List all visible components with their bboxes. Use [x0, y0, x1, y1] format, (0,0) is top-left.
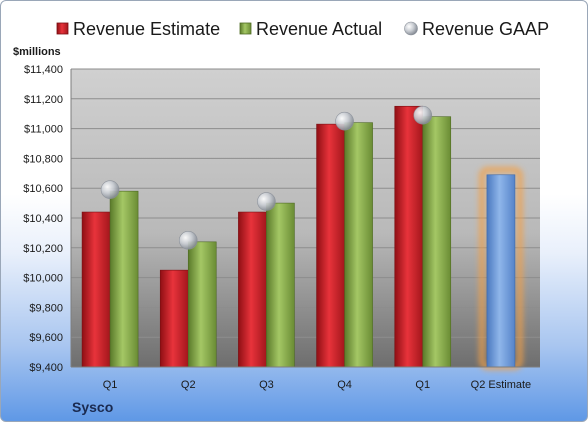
bar-revenue-actual[interactable] — [422, 116, 452, 368]
bar-revenue-forecast[interactable] — [486, 174, 516, 368]
x-tick-label: Q1 — [103, 379, 118, 391]
y-tick-label: $11,200 — [24, 94, 63, 106]
y-tick-label: $10,000 — [23, 273, 63, 285]
legend-item-estimate[interactable]: Revenue Estimate — [56, 19, 220, 39]
y-tick-label: $9,600 — [29, 332, 63, 344]
legend-item-gaap[interactable]: Revenue GAAP — [404, 19, 550, 39]
x-tick-label: Q4 — [337, 379, 352, 391]
bar-revenue-actual[interactable] — [266, 202, 295, 368]
legend-swatch-actual — [239, 22, 252, 35]
y-tick-label: $10,800 — [23, 153, 63, 165]
point-revenue-gaap[interactable] — [413, 105, 433, 125]
legend-item-actual[interactable]: Revenue Actual — [239, 19, 382, 39]
y-tick-label: $11,000 — [24, 124, 63, 136]
bar-revenue-estimate[interactable] — [316, 123, 345, 368]
x-tick-label: Q2 — [181, 379, 196, 391]
y-tick-label: $9,800 — [29, 302, 63, 314]
gridlines — [71, 68, 540, 368]
y-tick-label: $10,400 — [23, 213, 63, 225]
x-tick-label: Q2 Estimate — [471, 379, 532, 391]
bar-revenue-actual[interactable] — [109, 190, 139, 368]
legend-swatch-estimate — [56, 22, 69, 35]
bar-revenue-estimate[interactable] — [159, 269, 189, 368]
point-revenue-gaap[interactable] — [178, 231, 198, 250]
y-axis: $9,400 $9,600 $9,800 $10,000 $10,200 $10,400 $… — [23, 64, 72, 374]
point-revenue-gaap[interactable] — [257, 192, 276, 211]
bars — [81, 105, 523, 370]
legend-label-gaap: Revenue GAAP — [422, 19, 549, 39]
y-tick-label: $10,200 — [23, 243, 63, 255]
x-tick-label: Q1 — [415, 379, 430, 391]
bar-revenue-estimate[interactable] — [81, 211, 111, 368]
bar-revenue-actual[interactable] — [187, 241, 217, 368]
gaap-points — [100, 105, 433, 250]
unit-label: $millions — [13, 46, 61, 58]
y-tick-label: $11,400 — [24, 64, 63, 76]
bar-revenue-estimate[interactable] — [394, 105, 424, 368]
y-tick-label: $9,400 — [29, 362, 63, 374]
legend-swatch-gaap — [404, 21, 418, 36]
x-axis: Q1 Q2 Q3 Q4 Q1 Q2 Estimate — [71, 366, 540, 391]
bar-revenue-estimate[interactable] — [238, 211, 267, 368]
legend-label-actual: Revenue Actual — [256, 19, 382, 39]
y-tick-label: $10,600 — [23, 183, 63, 195]
point-revenue-gaap[interactable] — [335, 111, 354, 131]
legend-label-estimate: Revenue Estimate — [73, 19, 220, 39]
bar-revenue-actual[interactable] — [344, 122, 373, 368]
company-name: Sysco — [72, 399, 114, 415]
point-revenue-gaap[interactable] — [100, 180, 120, 199]
legend: Revenue Estimate Revenue Actual Revenue … — [56, 19, 550, 39]
x-tick-label: Q3 — [259, 379, 274, 391]
